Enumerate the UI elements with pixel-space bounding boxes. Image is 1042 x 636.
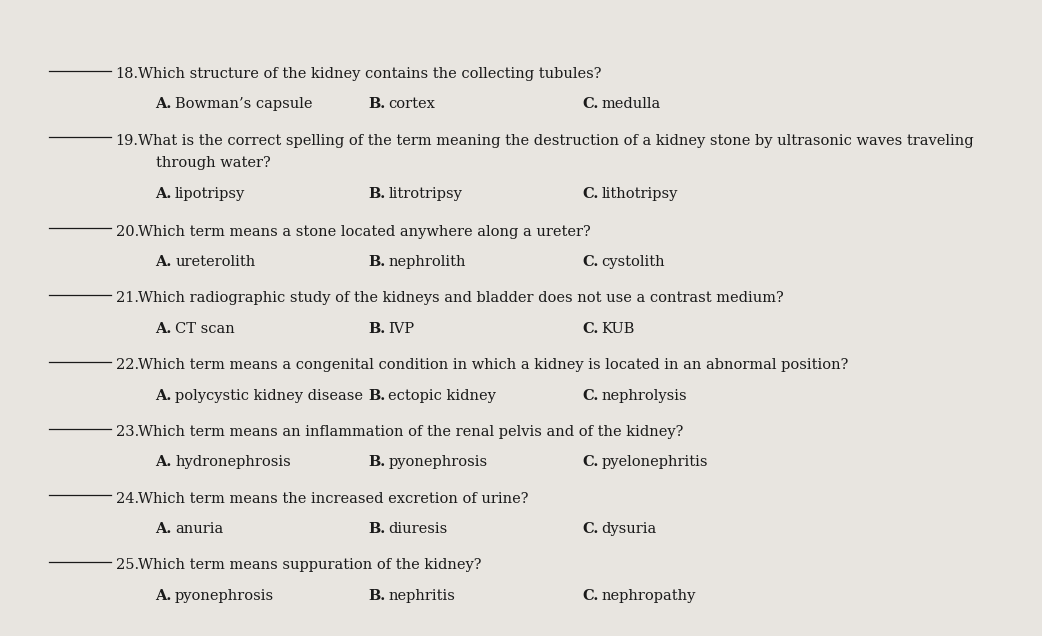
Text: Which structure of the kidney contains the collecting tubules?: Which structure of the kidney contains t…: [138, 67, 601, 81]
Text: litrotripsy: litrotripsy: [389, 187, 463, 201]
Text: polycystic kidney disease: polycystic kidney disease: [175, 389, 363, 403]
Text: cystolith: cystolith: [601, 255, 665, 269]
Text: B.: B.: [369, 389, 387, 403]
Text: ectopic kidney: ectopic kidney: [389, 389, 496, 403]
Text: Which term means a stone located anywhere along a ureter?: Which term means a stone located anywher…: [138, 225, 591, 238]
Text: A.: A.: [155, 97, 172, 111]
Text: dysuria: dysuria: [601, 522, 656, 536]
Text: IVP: IVP: [389, 322, 415, 336]
Text: pyonephrosis: pyonephrosis: [175, 589, 274, 603]
Text: C.: C.: [582, 97, 598, 111]
Text: CT scan: CT scan: [175, 322, 234, 336]
Text: ureterolith: ureterolith: [175, 255, 255, 269]
Text: 25.: 25.: [116, 558, 139, 572]
Text: Which radiographic study of the kidneys and bladder does not use a contrast medi: Which radiographic study of the kidneys …: [138, 291, 784, 305]
Text: through water?: through water?: [155, 156, 270, 170]
Text: Bowman’s capsule: Bowman’s capsule: [175, 97, 313, 111]
Text: Which term means the increased excretion of urine?: Which term means the increased excretion…: [138, 492, 528, 506]
Text: C.: C.: [582, 255, 598, 269]
Text: 18.: 18.: [116, 67, 139, 81]
Text: nephrolith: nephrolith: [389, 255, 466, 269]
Text: B.: B.: [369, 522, 387, 536]
Text: 20.: 20.: [116, 225, 139, 238]
Text: A.: A.: [155, 187, 172, 201]
Text: B.: B.: [369, 455, 387, 469]
Text: C.: C.: [582, 322, 598, 336]
Text: A.: A.: [155, 522, 172, 536]
Text: pyonephrosis: pyonephrosis: [389, 455, 488, 469]
Text: A.: A.: [155, 589, 172, 603]
Text: hydronephrosis: hydronephrosis: [175, 455, 291, 469]
Text: Which term means suppuration of the kidney?: Which term means suppuration of the kidn…: [138, 558, 481, 572]
Text: lipotripsy: lipotripsy: [175, 187, 245, 201]
Text: nephritis: nephritis: [389, 589, 455, 603]
Text: pyelonephritis: pyelonephritis: [601, 455, 709, 469]
Text: cortex: cortex: [389, 97, 436, 111]
Text: C.: C.: [582, 522, 598, 536]
Text: B.: B.: [369, 97, 387, 111]
Text: medulla: medulla: [601, 97, 661, 111]
Text: C.: C.: [582, 589, 598, 603]
Text: A.: A.: [155, 255, 172, 269]
Text: Which term means a congenital condition in which a kidney is located in an abnor: Which term means a congenital condition …: [138, 358, 848, 372]
Text: 21.: 21.: [116, 291, 139, 305]
Text: 19.: 19.: [116, 134, 139, 148]
Text: Which term means an inflammation of the renal pelvis and of the kidney?: Which term means an inflammation of the …: [138, 425, 684, 439]
Text: B.: B.: [369, 322, 387, 336]
Text: C.: C.: [582, 389, 598, 403]
Text: C.: C.: [582, 187, 598, 201]
Text: C.: C.: [582, 455, 598, 469]
Text: B.: B.: [369, 187, 387, 201]
Text: A.: A.: [155, 389, 172, 403]
Text: nephropathy: nephropathy: [601, 589, 696, 603]
Text: B.: B.: [369, 589, 387, 603]
Text: 24.: 24.: [116, 492, 139, 506]
Text: 23.: 23.: [116, 425, 139, 439]
Text: A.: A.: [155, 322, 172, 336]
Text: anuria: anuria: [175, 522, 223, 536]
Text: 22.: 22.: [116, 358, 139, 372]
Text: KUB: KUB: [601, 322, 635, 336]
Text: diuresis: diuresis: [389, 522, 448, 536]
Text: What is the correct spelling of the term meaning the destruction of a kidney sto: What is the correct spelling of the term…: [138, 134, 973, 148]
Text: nephrolysis: nephrolysis: [601, 389, 688, 403]
Text: lithotripsy: lithotripsy: [601, 187, 678, 201]
Text: B.: B.: [369, 255, 387, 269]
Text: A.: A.: [155, 455, 172, 469]
